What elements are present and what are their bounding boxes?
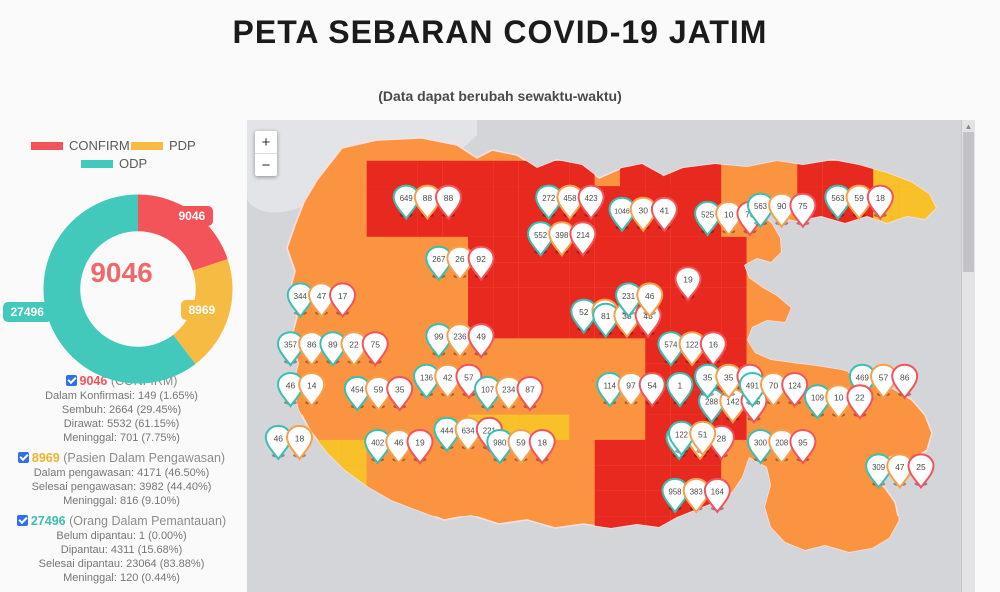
svg-text:46: 46 (274, 433, 284, 443)
svg-text:423: 423 (585, 194, 598, 203)
svg-text:124: 124 (788, 382, 802, 391)
svg-text:18: 18 (537, 438, 547, 448)
svg-text:35: 35 (724, 372, 734, 382)
svg-text:57: 57 (464, 372, 474, 382)
svg-text:49: 49 (476, 332, 486, 342)
svg-text:309: 309 (872, 463, 885, 472)
svg-text:402: 402 (371, 439, 384, 448)
svg-text:35: 35 (703, 372, 713, 382)
svg-text:563: 563 (831, 194, 844, 203)
svg-text:54: 54 (647, 381, 657, 391)
svg-text:107: 107 (481, 386, 494, 395)
svg-text:980: 980 (493, 439, 507, 448)
svg-text:958: 958 (668, 487, 681, 496)
svg-text:17: 17 (338, 291, 348, 301)
svg-text:109: 109 (811, 394, 824, 403)
svg-text:19: 19 (683, 275, 693, 285)
svg-text:444: 444 (440, 426, 454, 435)
svg-text:75: 75 (370, 340, 380, 350)
svg-text:649: 649 (400, 194, 413, 203)
svg-text:95: 95 (798, 438, 808, 448)
svg-text:491: 491 (746, 382, 759, 391)
svg-text:41: 41 (660, 205, 670, 215)
svg-text:42: 42 (443, 372, 453, 382)
svg-text:563: 563 (754, 202, 767, 211)
svg-text:357: 357 (284, 341, 297, 350)
svg-text:398: 398 (555, 231, 568, 240)
svg-text:10: 10 (724, 209, 734, 219)
svg-text:86: 86 (900, 372, 910, 382)
svg-text:57: 57 (879, 372, 889, 382)
svg-text:634: 634 (462, 426, 476, 435)
svg-text:214: 214 (576, 231, 590, 240)
svg-text:87: 87 (525, 385, 535, 395)
svg-text:46: 46 (286, 381, 296, 391)
svg-text:22: 22 (855, 393, 865, 403)
svg-text:59: 59 (374, 385, 384, 395)
svg-text:525: 525 (701, 210, 715, 219)
svg-text:46: 46 (645, 291, 655, 301)
svg-text:122: 122 (675, 430, 688, 439)
svg-text:458: 458 (563, 194, 576, 203)
svg-text:136: 136 (420, 373, 433, 382)
svg-text:75: 75 (798, 201, 808, 211)
svg-text:344: 344 (294, 292, 308, 301)
svg-text:47: 47 (895, 462, 905, 472)
svg-text:231: 231 (622, 292, 635, 301)
svg-text:88: 88 (423, 193, 433, 203)
svg-text:88: 88 (444, 193, 454, 203)
svg-text:89: 89 (328, 340, 338, 350)
svg-text:18: 18 (876, 193, 886, 203)
svg-text:59: 59 (516, 438, 526, 448)
svg-text:35: 35 (395, 385, 405, 395)
svg-text:552: 552 (534, 231, 547, 240)
svg-text:59: 59 (854, 193, 864, 203)
svg-text:97: 97 (626, 381, 636, 391)
svg-text:30: 30 (638, 205, 648, 215)
svg-text:70: 70 (769, 381, 779, 391)
svg-text:10: 10 (834, 393, 844, 403)
svg-text:454: 454 (351, 386, 365, 395)
svg-text:26: 26 (455, 254, 465, 264)
svg-text:236: 236 (453, 333, 466, 342)
svg-text:16: 16 (709, 340, 719, 350)
svg-text:142: 142 (726, 398, 739, 407)
svg-text:114: 114 (604, 382, 617, 391)
svg-text:25: 25 (916, 462, 926, 472)
svg-text:47: 47 (317, 291, 327, 301)
svg-text:1046: 1046 (614, 208, 630, 215)
svg-text:574: 574 (664, 341, 678, 350)
svg-text:300: 300 (754, 439, 768, 448)
svg-text:272: 272 (542, 194, 555, 203)
svg-text:51: 51 (698, 429, 708, 439)
svg-text:164: 164 (711, 487, 725, 496)
svg-text:28: 28 (717, 433, 727, 443)
svg-text:90: 90 (777, 201, 787, 211)
svg-text:22: 22 (349, 340, 359, 350)
svg-text:99: 99 (434, 332, 444, 342)
svg-text:288: 288 (705, 398, 718, 407)
svg-text:1: 1 (678, 381, 683, 391)
svg-text:18: 18 (295, 433, 305, 443)
svg-text:19: 19 (415, 438, 425, 448)
svg-text:14: 14 (307, 381, 317, 391)
svg-text:267: 267 (432, 255, 445, 264)
svg-text:208: 208 (775, 439, 788, 448)
svg-text:92: 92 (476, 254, 486, 264)
svg-text:52: 52 (579, 307, 589, 317)
svg-text:469: 469 (856, 373, 869, 382)
svg-text:234: 234 (502, 386, 516, 395)
svg-text:46: 46 (394, 438, 404, 448)
svg-text:383: 383 (690, 487, 703, 496)
svg-text:86: 86 (307, 340, 317, 350)
svg-text:81: 81 (601, 311, 611, 321)
svg-text:122: 122 (686, 341, 699, 350)
